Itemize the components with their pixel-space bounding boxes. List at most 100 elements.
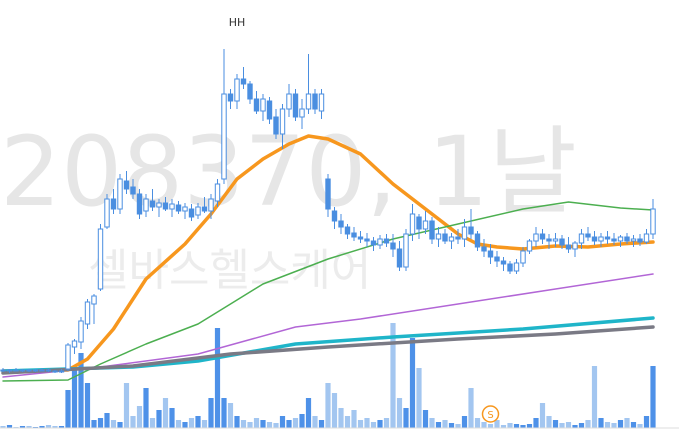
volume-bar <box>45 425 52 428</box>
candle-body <box>273 116 279 135</box>
volume-bar <box>559 423 565 428</box>
volume-bar <box>325 383 331 428</box>
volume-bar <box>448 423 455 428</box>
candle-body <box>39 369 45 372</box>
volume-bar <box>84 383 91 428</box>
volume-bar <box>474 418 481 428</box>
candle-body <box>591 236 598 242</box>
volume-bar <box>546 416 552 428</box>
volume-bar <box>169 408 175 428</box>
volume-bar <box>195 416 201 428</box>
candle-body <box>448 236 455 242</box>
signal-marker <box>481 405 500 423</box>
candle-body <box>65 344 71 370</box>
watermark-symbol: 208370, 1날 <box>0 116 577 228</box>
candle-body <box>312 93 318 110</box>
volume-bar <box>409 338 416 428</box>
candle-body <box>520 250 526 264</box>
volume-bar <box>487 424 494 428</box>
candle-body <box>377 238 383 246</box>
volume-bar <box>429 418 435 428</box>
candle-body <box>539 233 546 240</box>
candle-body <box>104 198 110 228</box>
volume-bar <box>143 388 149 428</box>
volume-bar <box>494 420 500 428</box>
candle-body <box>585 233 591 238</box>
candle-body <box>266 100 273 120</box>
candle-body <box>578 233 585 244</box>
volume-bar <box>260 420 266 428</box>
volume-bar <box>149 418 156 428</box>
ma-line <box>2 201 654 382</box>
candle-body <box>117 178 123 210</box>
candle-body <box>292 93 299 118</box>
volume-bar <box>572 425 578 428</box>
candle-body <box>481 246 487 252</box>
candle-body <box>604 236 611 240</box>
candle-body <box>435 233 442 240</box>
volume-bar <box>383 418 390 428</box>
annotation: HH <box>229 16 246 29</box>
volume-bar <box>500 425 507 428</box>
volume-bar <box>468 388 474 428</box>
candle-body <box>565 244 572 250</box>
volume-bar <box>175 420 182 428</box>
candle-body <box>474 233 481 248</box>
candle-body <box>247 83 253 100</box>
volume-bar <box>0 426 6 428</box>
volume-bar <box>273 423 279 428</box>
candle-body <box>403 233 409 268</box>
volume-bar <box>377 420 383 428</box>
candle-body <box>175 204 182 212</box>
candle-body <box>71 340 78 348</box>
volume-bar <box>461 416 468 428</box>
candle-body <box>422 220 429 230</box>
candle-body <box>32 369 39 372</box>
volume-bar <box>65 390 71 428</box>
candle-body <box>227 93 234 102</box>
volume-bar <box>292 418 299 428</box>
candle-body <box>643 233 650 243</box>
candle-body <box>13 369 19 372</box>
volume-bar <box>279 416 286 428</box>
volume-bar <box>481 422 487 428</box>
candle-body <box>162 202 169 210</box>
volume-bar <box>156 410 162 428</box>
candle-body <box>344 226 351 235</box>
candle-body <box>533 233 539 242</box>
candle-body <box>617 236 624 242</box>
candle-body <box>234 78 240 102</box>
candle-body <box>325 178 331 210</box>
candle-body <box>0 369 6 372</box>
candle-body <box>156 202 162 208</box>
candle-body <box>351 232 357 238</box>
volume-bar <box>227 403 234 428</box>
candle-body <box>195 206 201 216</box>
volume-bar <box>435 422 442 428</box>
volume-bar <box>507 423 513 428</box>
candle-body <box>357 236 364 240</box>
volume-bar <box>58 426 65 428</box>
candle-body <box>487 250 494 258</box>
volume-bar <box>637 424 643 428</box>
volume-bar <box>331 393 338 428</box>
candle-body <box>416 216 422 230</box>
volume-bar <box>539 403 546 428</box>
candle-body <box>58 370 65 373</box>
volume-bar <box>585 420 591 428</box>
candle-body <box>123 180 130 190</box>
volume-bar <box>533 418 539 428</box>
volume-bar <box>526 424 533 428</box>
volume-bar <box>598 418 604 428</box>
candle-body <box>149 200 156 208</box>
volume-bar <box>78 353 84 428</box>
volume-bar <box>630 422 637 428</box>
candle-body <box>390 242 396 250</box>
signal-label: S <box>487 410 493 421</box>
volume-bar <box>188 418 195 428</box>
candle-body <box>279 108 286 135</box>
volume-bar <box>201 420 208 428</box>
volume-bar <box>513 424 520 428</box>
